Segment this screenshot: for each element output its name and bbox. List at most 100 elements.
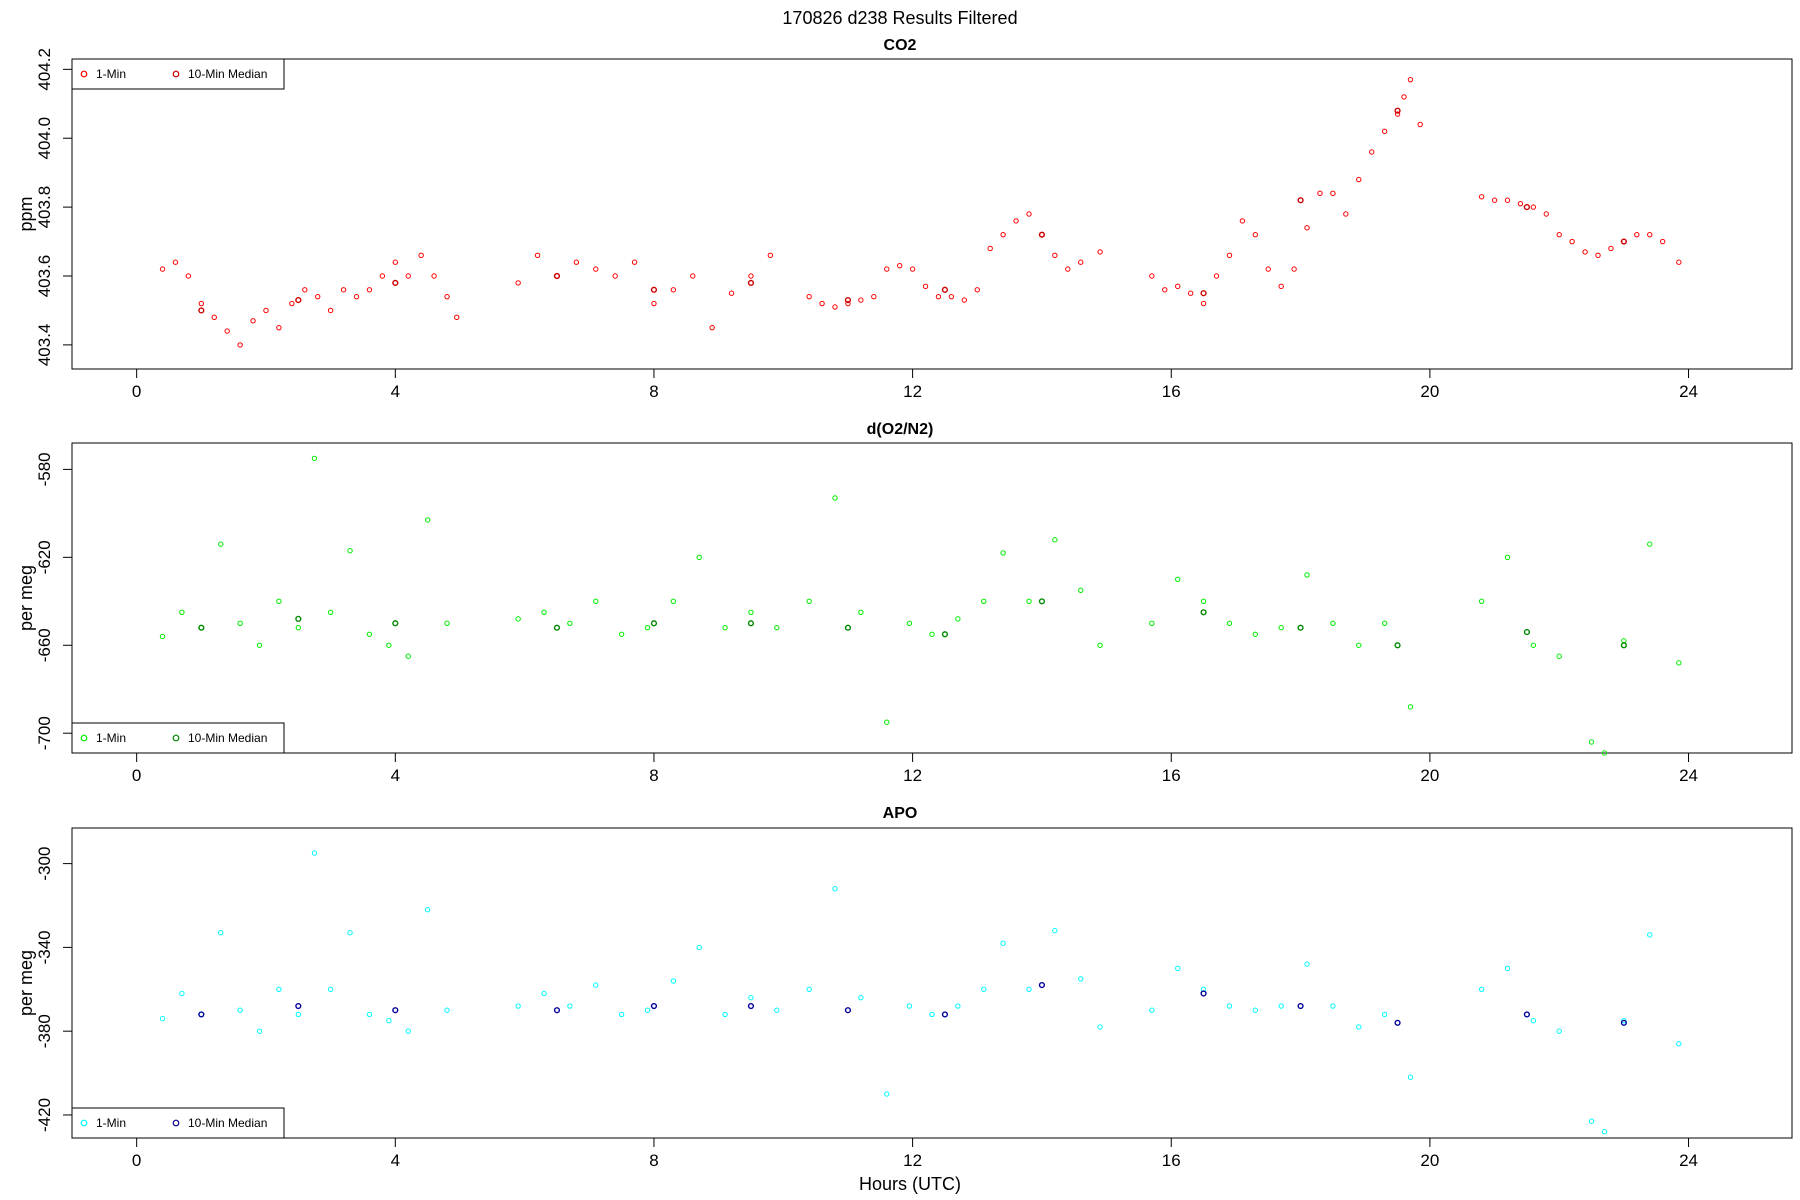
apo-median-point	[1394, 1019, 1401, 1026]
co2-1min-point	[987, 245, 993, 252]
o2n2-panel-title: d(O2/N2)	[867, 421, 934, 438]
co2-x-tick-label: 20	[1420, 382, 1439, 401]
o2n2-1min-point	[955, 616, 961, 622]
o2n2-1min-point	[806, 598, 812, 604]
o2n2-y-tick-label: -580	[35, 452, 54, 486]
co2-y-tick-label: 403.6	[35, 255, 54, 298]
apo-median-point	[1620, 1019, 1627, 1026]
co2-y-tick-label: 403.4	[35, 324, 54, 367]
co2-1min-point	[1065, 266, 1071, 272]
o2n2-1min-point	[1356, 642, 1362, 648]
apo-plot-frame	[71, 827, 1793, 1139]
o2n2-1min-point	[295, 624, 302, 631]
apo-1min-point	[276, 986, 282, 992]
o2n2-1min-point	[1478, 598, 1485, 604]
co2-median-point	[1038, 231, 1046, 238]
co2-x-tick-label: 16	[1162, 382, 1181, 401]
co2-1min-point	[237, 342, 243, 348]
apo-median-point	[1200, 990, 1207, 997]
co2-median-point	[747, 279, 755, 286]
figure-title: 170826 d238 Results Filtered	[782, 8, 1017, 28]
apo-1min-point	[1588, 1118, 1595, 1124]
o2n2-1min-point	[1200, 598, 1207, 604]
apo-median-point	[1038, 981, 1046, 989]
apo-x-tick-label: 24	[1679, 1151, 1698, 1170]
co2-1min-point	[1097, 249, 1103, 255]
o2n2-1min-point	[237, 620, 243, 626]
apo-1min-point	[644, 1007, 651, 1013]
co2-1min-point	[974, 287, 980, 293]
co2-1min-point	[1417, 121, 1423, 128]
co2-y-tick-label: 403.8	[35, 186, 54, 229]
o2n2-y-tick-label: -620	[35, 540, 54, 574]
apo-1min-point	[1647, 932, 1653, 938]
co2-1min-point	[263, 307, 269, 314]
co2-legend: 1-Min 10-Min Median	[71, 58, 285, 90]
co2-1min-point	[1491, 197, 1498, 203]
apo-1min-point	[256, 1028, 263, 1034]
o2n2-median-point	[1038, 598, 1046, 605]
o2n2-1min-point	[906, 620, 913, 626]
o2n2-1min-point	[366, 631, 373, 637]
o2n2-1min-point	[981, 598, 987, 604]
apo-1min-point	[327, 986, 334, 992]
co2-1min-point	[1000, 231, 1006, 238]
co2-1min-point	[922, 283, 929, 290]
co2-1min-point	[327, 307, 334, 314]
o2n2-1min-point	[1556, 653, 1562, 659]
apo-1min-point	[806, 986, 812, 992]
o2n2-1min-point	[159, 633, 166, 640]
co2-1min-point	[612, 273, 618, 279]
o2n2-1min-point	[618, 631, 625, 637]
o2n2-1min-point	[1226, 620, 1233, 626]
o2n2-1min-point	[1052, 537, 1058, 543]
co2-1min-point	[1401, 94, 1407, 100]
co2-1min-point	[224, 328, 230, 334]
co2-1min-point	[1213, 273, 1220, 279]
co2-1min-point	[1317, 190, 1323, 197]
apo-legend-label: 10-Min Median	[188, 1116, 267, 1130]
apo-1min-point	[218, 930, 224, 936]
o2n2-1min-point	[1175, 576, 1181, 583]
o2n2-1min-point	[1026, 598, 1032, 604]
apo-1min-point	[1530, 1018, 1537, 1024]
o2n2-1min-point	[1647, 541, 1653, 547]
co2-1min-point	[1343, 211, 1349, 217]
co2-1min-point	[1252, 231, 1259, 238]
o2n2-1min-point	[1278, 624, 1284, 631]
apo-panel: APO 0 4 8 12 16 20 24 -420 -380 -340 -300 per meg 1-…	[16, 805, 1793, 1170]
co2-legend-label: 1-Min	[96, 67, 126, 81]
co2-1min-point	[1608, 245, 1614, 252]
apo-1min-point	[1026, 986, 1032, 992]
co2-plot-frame	[71, 58, 1793, 370]
o2n2-1min-point	[929, 631, 935, 637]
apo-1min-point	[618, 1011, 625, 1018]
co2-median-point	[1394, 107, 1401, 114]
co2-legend-label: 10-Min Median	[188, 67, 267, 81]
apo-x-tick-label: 4	[391, 1151, 400, 1170]
co2-1min-point	[1162, 287, 1168, 293]
co2-1min-point	[1530, 204, 1537, 210]
co2-1min-point	[1278, 283, 1284, 290]
apo-x-tick-label: 8	[649, 1151, 658, 1170]
o2n2-legend-marker	[80, 734, 88, 742]
apo-1min-point	[774, 1007, 780, 1013]
co2-1min-point	[806, 293, 812, 300]
co2-1min-point	[709, 324, 715, 331]
co2-1min-point	[948, 293, 955, 300]
apo-y-tick-label: -340	[35, 930, 54, 964]
apo-panel-title: APO	[883, 805, 918, 822]
o2n2-x-tick-label: 24	[1679, 766, 1698, 785]
o2n2-1min-point	[858, 609, 864, 615]
o2n2-plot-frame	[71, 442, 1793, 754]
o2n2-1min-point	[748, 609, 754, 615]
apo-1min-point	[1278, 1003, 1284, 1009]
o2n2-legend-label: 1-Min	[96, 731, 126, 745]
apo-1min-point	[1000, 940, 1006, 946]
o2n2-y-tick-label: -700	[35, 716, 54, 750]
o2n2-1min-point	[347, 548, 353, 554]
co2-1min-point	[1175, 283, 1181, 290]
apo-median-point	[553, 1007, 561, 1014]
o2n2-y-tick-label: -660	[35, 628, 54, 662]
co2-1min-point	[1052, 252, 1058, 259]
